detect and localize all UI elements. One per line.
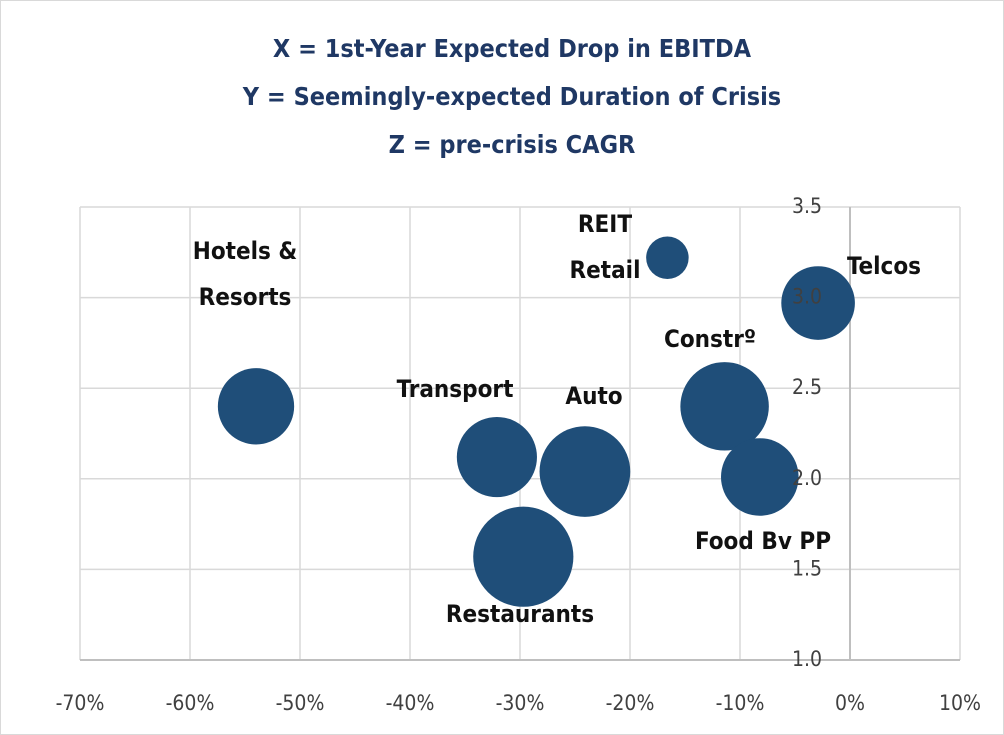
x-tick-label: -30%: [496, 691, 545, 715]
bubble: [473, 506, 574, 607]
x-tick-label: 10%: [939, 691, 981, 715]
bubble-label: Constrº: [664, 325, 756, 353]
y-tick-label: 2.5: [792, 375, 822, 399]
x-tick-label: -50%: [276, 691, 325, 715]
bubble: [781, 266, 855, 340]
bubble-label: Retail: [570, 256, 641, 284]
bubble: [456, 416, 537, 498]
x-tick-label: -20%: [606, 691, 655, 715]
bubble-label: Food Bv PP: [695, 527, 831, 555]
bubble-label: Restaurants: [446, 600, 594, 628]
y-tick-label: 2.0: [792, 466, 822, 490]
bubble-label: REIT: [578, 210, 632, 238]
chart-title: X = 1st-Year Expected Drop in EBITDA: [273, 34, 752, 63]
bubble-label: Auto: [565, 382, 622, 410]
chart-title: Z = pre-crisis CAGR: [389, 130, 636, 159]
bubble: [539, 426, 631, 517]
bubble-label: Transport: [397, 375, 514, 403]
x-tick-label: 0%: [835, 691, 865, 715]
x-tick-label: -70%: [56, 691, 105, 715]
bubble-label: Resorts: [199, 283, 292, 311]
bubble: [217, 368, 295, 445]
bubble-label: Telcos: [847, 252, 921, 280]
y-tick-label: 1.5: [792, 556, 822, 580]
y-tick-label: 3.0: [792, 285, 822, 309]
bubble-label: Hotels &: [193, 237, 297, 265]
chart-title: Y = Seemingly-expected Duration of Crisi…: [242, 82, 781, 111]
y-tick-label: 1.0: [792, 647, 822, 671]
bubble: [721, 438, 799, 516]
bubble: [680, 362, 769, 451]
x-tick-label: -60%: [166, 691, 215, 715]
x-tick-label: -40%: [386, 691, 435, 715]
y-tick-label: 3.5: [792, 194, 822, 218]
x-tick-label: -10%: [716, 691, 765, 715]
bubble: [646, 236, 689, 279]
